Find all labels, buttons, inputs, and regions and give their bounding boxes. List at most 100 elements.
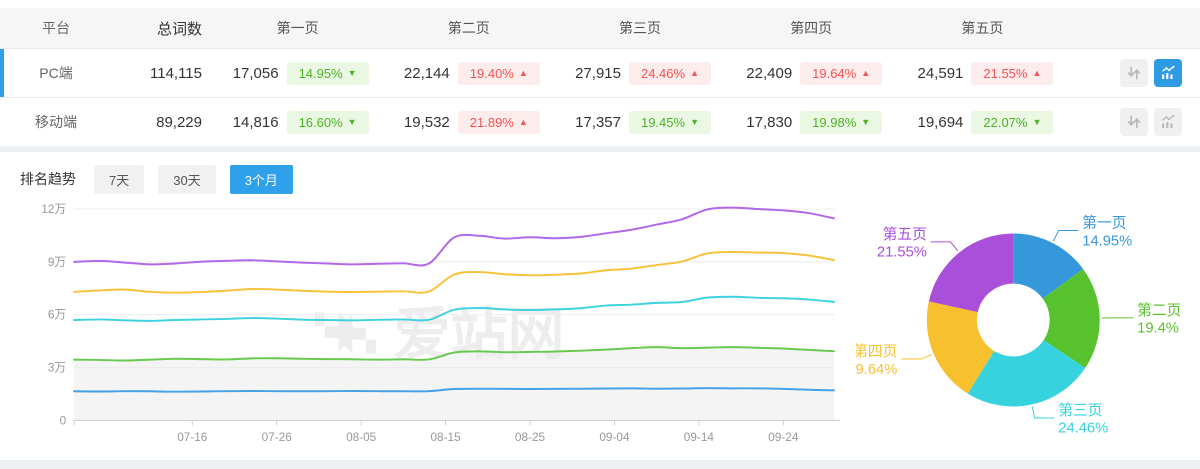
table-body: PC端 114,115 17,056 14.95% ▼ 22,144 19.40% ▲ 27… [0, 48, 1200, 146]
trend-tab-3个月[interactable]: 3个月 [229, 164, 293, 194]
page-2-cell: 22,144 19.40% ▲ [383, 61, 554, 85]
change-percent-badge: 22.07% ▼ [971, 110, 1054, 134]
change-percent-badge: 21.55% ▲ [971, 61, 1054, 85]
rank-table-panel: 平台 总词数 第一页 第二页 第三页 第四页 第五页 PC端 114,115 17,056 14.… [0, 0, 1200, 146]
donut-slice-第二页[interactable] [1042, 268, 1100, 368]
donut-slice-第三页[interactable] [967, 340, 1085, 407]
series-line-第四页 [73, 250, 835, 294]
trend-chart-icon[interactable] [1153, 108, 1182, 136]
y-axis-label: 6万 [48, 309, 67, 322]
column-header-1: 总词数 [156, 20, 202, 38]
page-count-value: 24,591 [917, 64, 964, 82]
y-axis-label: 3万 [48, 361, 67, 374]
x-axis-label: 08-05 [346, 431, 377, 444]
total-words-value: 89,229 [156, 113, 202, 131]
arrow-up-icon: ▲ [518, 67, 528, 78]
change-percent-badge: 14.95% ▼ [286, 61, 369, 85]
svg-text:爱站网: 爱站网 [394, 303, 565, 367]
sort-arrows-icon[interactable] [1119, 108, 1148, 136]
donut-label-name: 第五页 [882, 225, 926, 243]
arrow-up-icon: ▲ [1032, 67, 1042, 78]
page-3-cell: 27,915 24.46% ▲ [554, 61, 725, 85]
page-1-cell: 17,056 14.95% ▼ [212, 61, 383, 85]
x-axis-label: 09-14 [684, 431, 715, 444]
donut-label-percent: 21.55% [876, 245, 926, 261]
series-line-第三页 [73, 295, 835, 322]
donut-label-percent: 14.95% [1082, 233, 1132, 249]
aizhan-watermark: 爱站网 [314, 303, 565, 367]
platform-label: PC端 [39, 65, 73, 81]
trend-panel: 排名趋势 7天 30天 3个月 0 3万 6万 9万 12万 爱站网 07-16 07-26 08-… [0, 152, 1200, 460]
trend-tab-30天[interactable]: 30天 [158, 164, 216, 194]
page-5-cell: 19,694 22.07% ▼ [897, 110, 1068, 134]
series-line-第二页 [73, 346, 835, 362]
donut-label-percent: 19.64% [856, 362, 897, 378]
sort-arrows-icon[interactable] [1119, 59, 1148, 87]
series-line-第五页 [73, 206, 835, 267]
page-3-cell: 17,357 19.45% ▼ [554, 110, 725, 134]
column-header-2: 第一页 [276, 20, 319, 36]
arrow-down-icon: ▼ [347, 67, 357, 78]
arrow-down-icon: ▼ [1032, 116, 1042, 127]
page-count-value: 19,532 [403, 113, 450, 131]
donut-slice-第四页[interactable] [926, 301, 994, 394]
column-header-4: 第三页 [618, 20, 661, 36]
page-count-value: 17,830 [746, 113, 793, 131]
charts-area: 0 3万 6万 9万 12万 爱站网 07-16 07-26 08-05 08-15 08-25 09… [20, 194, 1180, 460]
donut-label-name: 第一页 [1082, 214, 1126, 232]
arrow-up-icon: ▲ [518, 116, 528, 127]
page-2-cell: 19,532 21.89% ▲ [383, 110, 554, 134]
label-leader-line [900, 354, 932, 360]
x-axis-label: 07-16 [177, 431, 208, 444]
column-header-6: 第五页 [961, 20, 1004, 36]
arrow-down-icon: ▼ [347, 116, 357, 127]
y-axis-label: 9万 [48, 256, 67, 269]
x-axis-label: 09-24 [768, 431, 799, 444]
x-axis-label: 08-15 [431, 431, 462, 444]
x-axis-label: 08-25 [515, 431, 546, 444]
label-leader-line [1052, 230, 1078, 242]
trend-chart-icon[interactable] [1153, 59, 1182, 87]
donut-label-percent: 19.4% [1137, 321, 1179, 337]
donut-label-name: 第四页 [856, 342, 897, 360]
donut-label-name: 第三页 [1058, 401, 1102, 419]
table-row-PC端[interactable]: PC端 114,115 17,056 14.95% ▼ 22,144 19.40% ▲ 27… [0, 48, 1200, 97]
total-words-value: 114,115 [150, 64, 202, 82]
trend-title: 排名趋势 [20, 171, 76, 187]
trend-header: 排名趋势 7天 30天 3个月 [20, 164, 1180, 194]
donut-slice-第五页[interactable] [928, 233, 1013, 313]
page-1-cell: 14,816 16.60% ▼ [212, 110, 383, 134]
page-count-value: 17,357 [575, 113, 621, 131]
table-header-row: 平台 总词数 第一页 第二页 第三页 第四页 第五页 [0, 8, 1200, 48]
page-count-value: 14,816 [232, 113, 279, 131]
page-count-value: 19,694 [917, 113, 964, 131]
change-percent-badge: 19.64% ▲ [800, 61, 883, 85]
y-axis-label: 12万 [41, 203, 66, 216]
change-percent-badge: 19.98% ▼ [800, 110, 883, 134]
trend-range-tabs: 7天 30天 3个月 [94, 164, 293, 194]
arrow-down-icon: ▼ [861, 116, 871, 127]
x-axis-label: 09-04 [599, 431, 630, 444]
page-count-value: 27,915 [575, 64, 621, 82]
page-count-value: 17,056 [232, 64, 279, 82]
arrow-up-icon: ▲ [690, 67, 699, 78]
table-row-移动端[interactable]: 移动端 89,229 14,816 16.60% ▼ 19,532 21.89% ▲ 17,… [0, 97, 1200, 146]
page-4-cell: 22,409 19.64% ▲ [726, 61, 897, 85]
platform-label: 移动端 [35, 114, 77, 130]
donut-slice-第一页[interactable] [1012, 233, 1083, 299]
label-leader-line [1031, 406, 1054, 419]
arrow-down-icon: ▼ [690, 116, 699, 127]
column-header-5: 第四页 [790, 20, 833, 36]
column-header-3: 第二页 [447, 20, 490, 36]
change-percent-badge: 19.45% ▼ [628, 110, 711, 134]
donut-label-percent: 24.46% [1058, 421, 1108, 437]
page-count-value: 22,144 [403, 64, 450, 82]
page-4-cell: 17,830 19.98% ▼ [726, 110, 897, 134]
arrow-up-icon: ▲ [861, 67, 871, 78]
trend-tab-7天[interactable]: 7天 [94, 164, 145, 194]
change-percent-badge: 21.89% ▲ [457, 110, 540, 134]
change-percent-badge: 24.46% ▲ [628, 61, 711, 85]
